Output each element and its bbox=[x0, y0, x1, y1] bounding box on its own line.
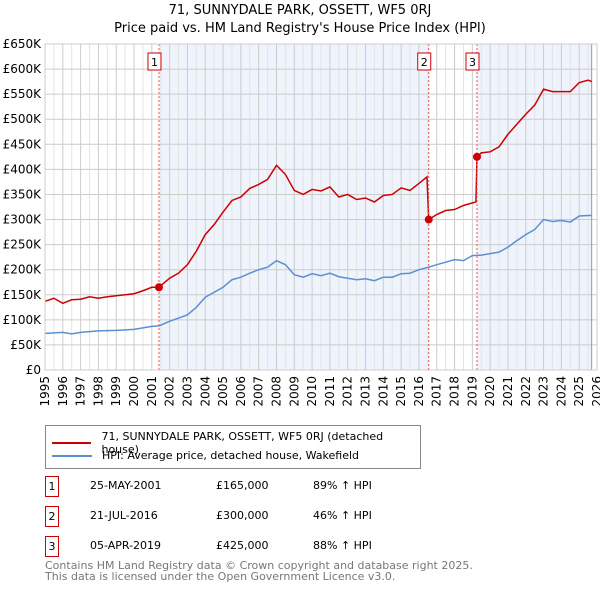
series-line-hpi bbox=[44, 214, 592, 335]
sale-date: 05-APR-2019 bbox=[90, 539, 162, 552]
sale-point bbox=[472, 152, 481, 161]
x-tick-label: 2002 bbox=[163, 376, 177, 407]
sale-hpi-change: 88% ↑ HPI bbox=[313, 539, 372, 552]
chart-svg: £0 £50K £100K £150K £200K £250K £300K £350K £400… bbox=[3, 37, 600, 407]
x-tick-label: 2016 bbox=[412, 376, 426, 407]
x-tick-label: 2014 bbox=[376, 376, 390, 407]
x-tick-label: 2009 bbox=[287, 376, 301, 407]
sale-price: £300,000 bbox=[216, 509, 269, 522]
y-tick-label: £350K bbox=[3, 187, 43, 201]
x-tick-label: 2004 bbox=[198, 376, 212, 407]
x-tick-label: 2008 bbox=[269, 376, 283, 407]
y-tick-label: £300K bbox=[3, 213, 43, 227]
y-tick-label: £100K bbox=[3, 313, 43, 327]
y-tick-label: £600K bbox=[3, 62, 43, 76]
sale-price: £425,000 bbox=[216, 539, 269, 552]
x-tick-label: 1998 bbox=[91, 376, 105, 407]
chart-subtitle: Price paid vs. HM Land Registry's House … bbox=[114, 21, 486, 36]
x-tick-label: 2011 bbox=[323, 376, 337, 407]
sale-date: 25-MAY-2001 bbox=[90, 479, 162, 492]
sale-label: 3 bbox=[469, 56, 476, 69]
sale-hpi-change: 89% ↑ HPI bbox=[313, 479, 372, 492]
x-tick-label: 1996 bbox=[56, 376, 70, 407]
sale-label-box bbox=[147, 52, 162, 71]
plot-border bbox=[44, 43, 598, 371]
footer: Contains HM Land Registry data © Crown c… bbox=[45, 560, 473, 582]
x-tick-label: 2012 bbox=[341, 376, 355, 407]
sale-label: 1 bbox=[151, 56, 158, 69]
y-tick-label: £500K bbox=[3, 112, 43, 126]
sale-number: 2 bbox=[45, 506, 59, 527]
sale-number: 1 bbox=[45, 476, 59, 497]
x-tick-label: 2024 bbox=[554, 376, 568, 407]
sale-label-box bbox=[465, 52, 480, 71]
x-tick-label: 2001 bbox=[145, 376, 159, 407]
x-tick-label: 2007 bbox=[252, 376, 266, 407]
x-tick-label: 2000 bbox=[127, 376, 141, 407]
x-tick-label: 2013 bbox=[359, 376, 373, 407]
x-tick-label: 2018 bbox=[448, 376, 462, 407]
y-tick-label: £150K bbox=[3, 288, 43, 302]
x-tick-label: 2010 bbox=[305, 376, 319, 407]
y-tick-label: £50K bbox=[10, 338, 42, 352]
legend: 71, SUNNYDALE PARK, OSSETT, WF5 0RJ (det… bbox=[45, 425, 421, 469]
x-tick-label: 2015 bbox=[394, 376, 408, 407]
x-tick-label: 2019 bbox=[465, 376, 479, 407]
x-tick-label: 1999 bbox=[109, 376, 123, 407]
footer-line-1: Contains HM Land Registry data © Crown c… bbox=[45, 559, 473, 572]
x-tick-label: 2023 bbox=[537, 376, 551, 407]
legend-label-property: 71, SUNNYDALE PARK, OSSETT, WF5 0RJ (det… bbox=[101, 430, 384, 456]
y-tick-label: £450K bbox=[3, 137, 43, 151]
y-tick-label: £550K bbox=[3, 87, 43, 101]
x-tick-label: 2006 bbox=[234, 376, 248, 407]
series-line-property bbox=[44, 79, 592, 305]
chart-title: 71, SUNNYDALE PARK, OSSETT, WF5 0RJ bbox=[168, 3, 432, 18]
sale-label: 2 bbox=[421, 56, 428, 69]
sale-hpi-change: 46% ↑ HPI bbox=[313, 509, 372, 522]
x-tick-label: 2017 bbox=[430, 376, 444, 407]
y-tick-label: £200K bbox=[3, 263, 43, 277]
x-tick-label: 1995 bbox=[38, 376, 52, 407]
sale-point bbox=[424, 215, 433, 224]
legend-swatch-hpi bbox=[52, 454, 92, 457]
sale-price: £165,000 bbox=[216, 479, 269, 492]
y-tick-label: £650K bbox=[3, 37, 43, 51]
footer-line-2: This data is licensed under the Open Gov… bbox=[45, 570, 396, 583]
x-tick-label: 2021 bbox=[501, 376, 515, 407]
x-tick-label: 2003 bbox=[180, 376, 194, 407]
sale-label-box bbox=[417, 52, 432, 71]
x-tick-label: 2005 bbox=[216, 376, 230, 407]
legend-label-hpi: HPI: Average price, detached house, Wake… bbox=[102, 449, 360, 462]
x-tick-label: 2026 bbox=[590, 376, 600, 407]
x-tick-label: 2022 bbox=[519, 376, 533, 407]
y-tick-label: £250K bbox=[3, 238, 43, 252]
x-tick-label: 1997 bbox=[74, 376, 88, 407]
sale-point bbox=[154, 283, 163, 292]
y-tick-label: £400K bbox=[3, 162, 43, 176]
sale-number: 3 bbox=[45, 536, 59, 557]
x-tick-label: 2020 bbox=[483, 376, 497, 407]
sale-date: 21-JUL-2016 bbox=[90, 509, 158, 522]
x-tick-label: 2025 bbox=[572, 376, 586, 407]
legend-swatch-property bbox=[52, 442, 92, 444]
y-tick-label: £0 bbox=[26, 363, 41, 377]
